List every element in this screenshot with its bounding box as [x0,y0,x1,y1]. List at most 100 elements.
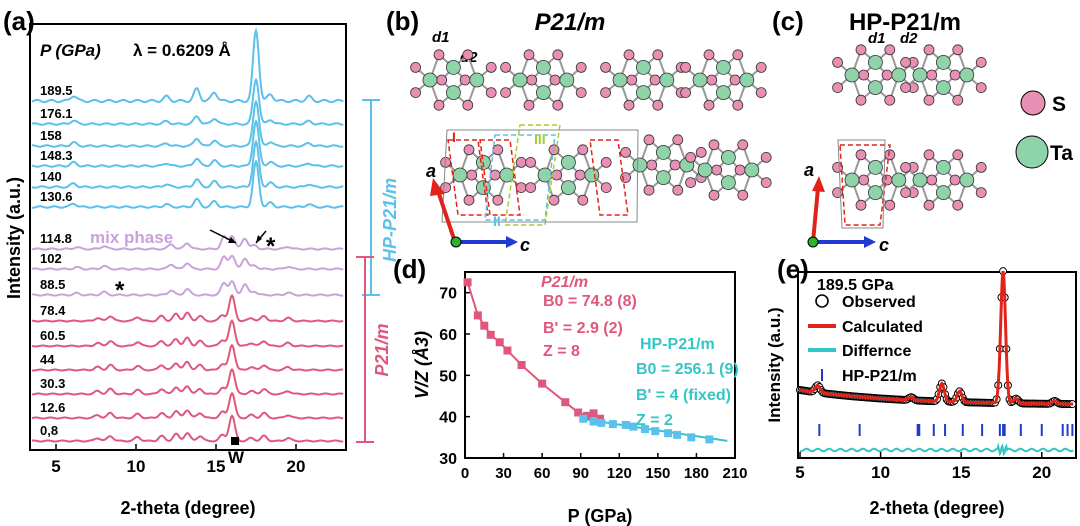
s-atom [552,99,564,111]
structure-atoms-b [410,49,772,226]
panel-c-title: HP-P21/m [849,9,961,36]
ta-atom [536,85,551,100]
s-atom [600,182,612,194]
s-atom [706,74,718,86]
ta-atom [469,72,485,88]
ta-atom [721,175,736,191]
ta-atom [559,72,575,88]
s-atom [952,199,964,211]
s-atom [952,94,964,106]
s-atom [884,199,896,211]
s-atom [669,159,681,171]
ta-atom [744,162,760,178]
s-atom [525,182,536,194]
panel-a-x-axis: 5 10 15 20 [51,444,305,476]
star-marker-1: * [266,233,276,260]
panel-b-structure: P21/m d1 d2 I II III a c [410,9,772,255]
s-atom [900,57,911,68]
fit-hp-b0: B0 = 256.1 (9) [636,361,739,378]
panel-d-p21m-fit-labels: P21/m B0 = 74.8 (8) B' = 2.9 (2) Z = 8 [541,274,637,360]
s-atom [923,149,935,161]
polyhedron-outline [589,139,629,216]
ta-atom [844,67,860,83]
panel-a: P (GPa) λ = 0.6209 Å 189.5176.1158148.31… [4,23,400,518]
pressure-label: 88.5 [40,277,65,292]
ta-atom [868,55,883,70]
data-point [503,346,512,355]
s-atom [515,156,527,168]
roman-2: II [493,213,501,229]
panel-c-structure: HP-P21/m d1 d2 a c S Ta [804,9,1073,255]
x-tick-label: 5 [795,463,804,482]
ta-atom [936,185,951,201]
panel-e-pressure: 189.5 GPa [817,277,894,294]
d2-label-c: d2 [900,30,918,47]
ta-atom [844,172,860,188]
ta-atom [959,67,975,83]
xrd-trace [32,159,344,209]
panel-label-b: (b) [386,6,419,36]
fit-p21m-b0: B0 = 74.8 (8) [543,293,637,310]
panel-e-ylabel: Intensity (a.u.) [765,307,784,422]
data-point [480,321,489,330]
s-atom [858,174,870,186]
data-point [589,409,598,418]
s-atom [900,161,911,173]
hp-phase-label: HP-P21/m [380,178,400,262]
data-point [597,418,606,427]
ta-atom [891,172,907,188]
s-atom [623,49,635,61]
ta-atom [422,72,438,88]
axis-a-arrow-b [435,187,457,243]
xrd-trace [31,139,344,189]
data-point [664,429,673,438]
ta-atom [912,67,928,83]
pressure-label: 44 [40,352,55,367]
s-atom [672,134,684,146]
s-atom [732,49,744,61]
y-tick-label: 30 [439,451,457,468]
polyhedron-outline [447,139,489,216]
data-point [589,417,598,426]
s-atom [900,187,911,199]
w-label: W [228,448,245,467]
s-atom [492,144,504,156]
ta-atom [739,72,755,88]
y-tick-label: 40 [439,410,457,427]
panel-label-c: (c) [772,6,804,36]
s-atom [574,169,586,181]
ta-atom [868,80,883,95]
ta-atom [692,72,708,88]
ta-atom [636,60,651,75]
x-tick-label: 15 [952,463,971,482]
x-tick-label: 60 [534,465,551,482]
s-atom [515,182,527,194]
ta-atom [584,167,600,183]
x-tick-label: 20 [1032,463,1051,482]
ta-atom [561,180,576,196]
s-atom [855,44,867,56]
s-atom [695,146,707,158]
fit-p21m-title: P21/m [541,274,588,291]
pressure-label: 12.6 [40,400,65,415]
legend-ticks-label: HP-P21/m [842,368,917,385]
panel-e-traces [796,267,1077,457]
d1-label-c: d1 [868,30,886,47]
s-atom [952,149,964,161]
fit-hp-bprime: B' = 4 (fixed) [636,387,731,404]
panel-e-frame [797,271,1077,459]
s-atom [600,156,612,168]
arrow-2-head [256,235,262,243]
ta-atom-legend-icon [1015,135,1049,169]
pressure-label: 148.3 [40,148,73,163]
ta-atom [697,162,713,178]
xrd-trace [31,118,344,168]
data-point [705,435,714,444]
s-atom [923,199,935,211]
s-atom [949,174,961,186]
legend-observed-icon [815,294,829,308]
s-atom [884,44,896,56]
ta-atom [959,172,975,188]
s-atom [436,74,448,86]
